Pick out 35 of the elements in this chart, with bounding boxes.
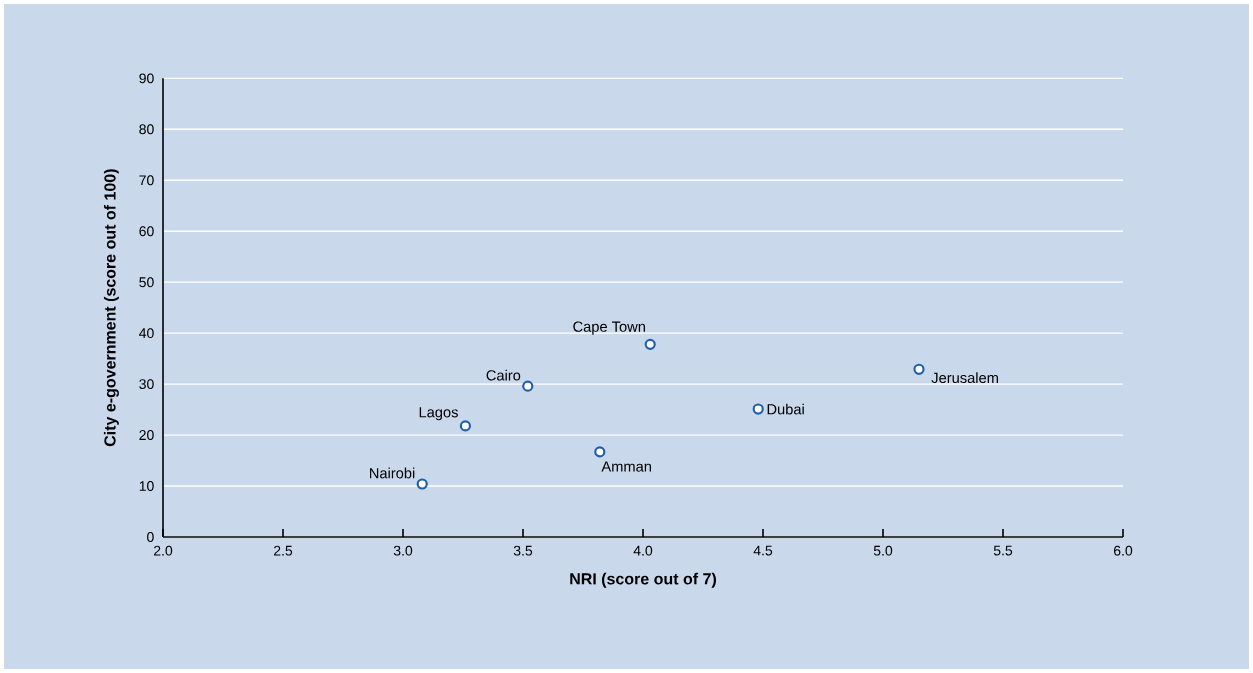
point [752, 403, 764, 415]
y-tick-label: 60 [139, 226, 154, 237]
y-tick-label: 30 [139, 379, 154, 390]
y-tick-label: 50 [139, 277, 154, 288]
point [913, 363, 925, 375]
x-axis-title: NRI (score out of 7) [570, 572, 716, 588]
x-tick-label: 4.0 [633, 545, 653, 556]
x-tick-label: 3.0 [393, 545, 413, 556]
y-tick-label: 80 [139, 124, 154, 135]
point [416, 478, 428, 490]
annotation: Dubai [767, 403, 804, 415]
point [522, 380, 534, 392]
x-tick-label: 2.0 [153, 545, 173, 556]
point [594, 446, 606, 458]
annotation: Cairo [486, 369, 521, 381]
x-tick-label: 3.5 [513, 545, 533, 556]
y-tick-label: 90 [139, 73, 154, 84]
annotation: Nairobi [370, 467, 415, 479]
x-tick-label: 2.5 [273, 545, 293, 556]
annotation: Cape Town [573, 321, 645, 335]
annotation: Jerusalem [931, 372, 998, 384]
y-tick-label: 40 [139, 328, 154, 339]
annotation: Lagos [419, 407, 458, 421]
y-tick-label: 10 [139, 481, 154, 491]
point [459, 420, 472, 432]
point [644, 338, 656, 350]
x-tick-label: 4.5 [753, 545, 773, 556]
x-tick-label: 6.0 [1113, 545, 1133, 556]
y-axis-title: City e-government (score out of 100) [103, 169, 119, 447]
annotation: Amman [601, 461, 651, 472]
y-tick-label: 0 [147, 532, 154, 542]
y-tick-label: 70 [139, 175, 154, 186]
x-tick-label: 5.0 [873, 545, 893, 556]
x-tick-label: 5.5 [993, 545, 1013, 556]
y-tick-label: 20 [139, 430, 154, 441]
